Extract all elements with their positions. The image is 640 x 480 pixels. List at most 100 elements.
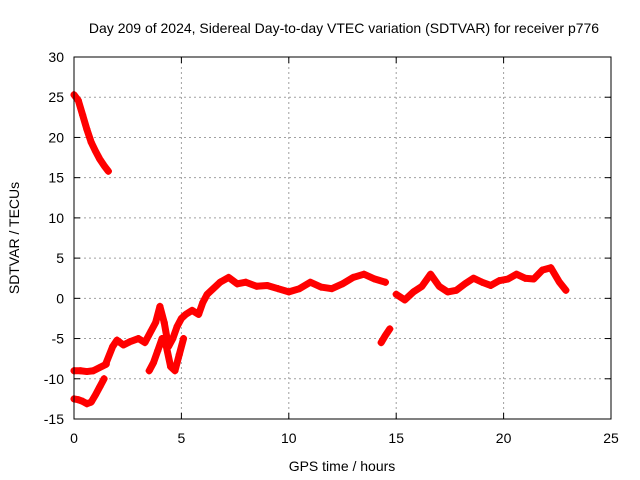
data-point [371,275,379,283]
points-layer [70,91,570,408]
data-point [253,282,261,290]
data-point [104,167,112,175]
data-point [285,288,293,296]
data-point [212,282,220,290]
data-point [339,280,346,288]
chart-title: Day 209 of 2024, Sidereal Day-to-day VTE… [89,20,599,36]
y-tick-label: 10 [48,210,64,226]
data-point [495,277,503,285]
data-point [182,310,190,318]
plot-frame [73,56,612,420]
data-point [401,296,409,304]
data-point [381,331,389,339]
data-point [147,327,155,335]
data-point [96,364,104,372]
data-point [452,286,460,294]
y-tick-label: -5 [52,331,65,347]
series-small-dip [377,325,394,347]
data-point [360,270,368,278]
x-tick-label: 20 [496,430,512,446]
data-point [274,285,282,293]
series-upper-decline [70,91,112,175]
data-point [141,339,149,347]
data-point [392,290,400,298]
data-point [79,397,87,405]
series-dip-branch [145,335,188,375]
data-point [306,278,314,286]
data-point [113,336,121,344]
tick-layer: 0 5 10 15 20 25 -15 -10 -5 0 5 10 15 20 25 30 [44,49,619,446]
data-point [126,338,134,346]
data-point [377,339,385,347]
data-point [381,278,389,286]
data-point [154,347,162,355]
data-point [83,368,91,376]
data-point [83,125,91,133]
data-point [470,274,478,282]
data-point [317,283,325,291]
data-point [216,278,224,286]
data-point [100,375,108,383]
series-evening [392,264,570,304]
data-point [562,286,570,294]
data-point [435,282,443,290]
y-tick-label: 5 [56,250,64,266]
data-point [119,341,127,349]
data-point [76,367,84,375]
data-point [386,325,394,333]
data-point [173,322,181,330]
data-point [175,351,183,359]
y-axis-label: SDTVAR / TECUs [6,182,22,294]
data-point [87,398,95,406]
x-tick-label: 15 [388,430,404,446]
data-point [96,155,104,163]
data-point [547,264,555,272]
data-point [203,290,211,298]
data-point [349,273,357,281]
y-tick-label: 0 [56,290,64,306]
data-point [427,270,435,278]
data-point [83,400,91,408]
data-point [195,310,203,318]
data-point [167,363,175,371]
data-point [263,281,271,289]
data-point [96,383,104,391]
series-main-rise [102,278,224,367]
data-point [512,270,520,278]
data-point [158,335,166,343]
data-point [74,396,82,404]
data-point [87,138,95,146]
data-point [149,359,157,367]
data-point [79,111,87,119]
y-tick-label: -10 [44,371,64,387]
data-point [156,302,164,310]
data-point [160,318,168,326]
data-point [145,367,153,375]
data-point [177,314,185,322]
data-point [478,278,486,286]
data-point [91,391,99,399]
data-point [418,282,426,290]
y-tick-label: 25 [48,89,64,105]
series-low-arc [70,375,108,408]
series-plateau [216,270,389,296]
data-point [162,343,170,351]
data-point [171,367,179,375]
data-point [188,306,196,314]
data-point [409,288,417,296]
data-point [91,147,99,155]
data-point [225,273,233,281]
data-point [199,298,207,306]
x-axis-label: GPS time / hours [289,458,396,474]
data-point [521,274,529,282]
y-tick-label: -15 [44,411,64,427]
y-tick-label: 30 [48,49,64,65]
data-point [487,281,495,289]
y-tick-label: 20 [48,129,64,145]
data-point [555,278,563,286]
x-tick-label: 25 [603,430,619,446]
data-point [89,367,97,375]
data-point [180,335,188,343]
data-point [444,288,452,296]
